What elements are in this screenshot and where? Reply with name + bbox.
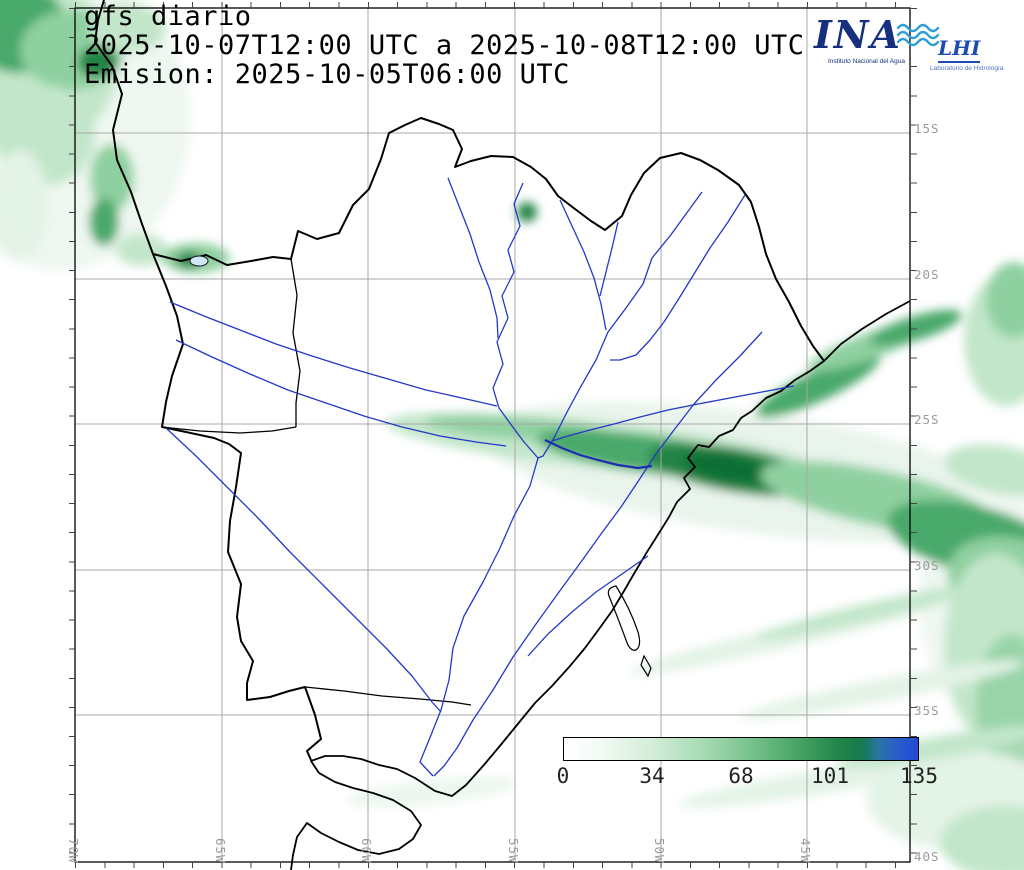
precipitation-colorbar xyxy=(563,737,919,761)
right-axis-ticks xyxy=(911,8,917,862)
lon-label-45w: 45W xyxy=(798,838,813,864)
lon-label-70w: 70W xyxy=(66,838,81,864)
coastal-lagoons xyxy=(607,585,652,678)
colorbar-tick-135: 135 xyxy=(900,764,938,788)
lon-label-50w: 50W xyxy=(652,838,667,864)
colorbar-tick-101: 101 xyxy=(811,764,849,788)
colorbar-tick-0: 0 xyxy=(556,764,570,788)
ina-acronym: INA xyxy=(814,12,902,57)
small-lake xyxy=(189,255,209,267)
lat-label-40s: 40S xyxy=(914,849,940,864)
lat-label-20s: 20S xyxy=(914,267,940,282)
coastline xyxy=(290,300,911,870)
grid-lines xyxy=(75,8,910,862)
lhi-subtitle: Laboratorio de Hidrología xyxy=(930,65,1004,72)
lon-label-65w: 65W xyxy=(213,838,228,864)
bottom-axis-ticks xyxy=(75,862,911,868)
lon-label-60w: 60W xyxy=(359,838,374,864)
left-axis-ticks xyxy=(69,8,75,862)
lat-label-25s: 25S xyxy=(914,412,940,427)
ina-subtitle: Instituto Nacional del Agua xyxy=(828,58,905,65)
lat-label-30s: 30S xyxy=(914,558,940,573)
lhi-acronym: LHI xyxy=(938,36,981,63)
valid-range: 2025-10-07T12:00 UTC a 2025-10-08T12:00 … xyxy=(84,30,805,61)
colorbar-tick-68: 68 xyxy=(728,764,754,788)
lat-label-35s: 35S xyxy=(914,703,940,718)
lat-label-15s: 15S xyxy=(914,121,940,136)
top-axis-ticks xyxy=(75,2,911,8)
basin-boundary-west xyxy=(94,0,322,761)
lon-label-55w: 55W xyxy=(506,838,521,864)
model-label: gfs diario xyxy=(84,1,252,32)
ina-logo: INA LHI Instituto Nacional del Agua Labo… xyxy=(812,12,1022,74)
water-waves-icon xyxy=(896,23,940,47)
colorbar-tick-34: 34 xyxy=(639,764,665,788)
rivers xyxy=(165,177,795,777)
emission-time: Emision: 2025-10-05T06:00 UTC xyxy=(84,59,570,90)
basin-boundary-north xyxy=(152,117,825,362)
interior-boundaries xyxy=(161,258,472,706)
map-title-block: gfs diario 2025-10-07T12:00 UTC a 2025-1… xyxy=(84,2,804,89)
